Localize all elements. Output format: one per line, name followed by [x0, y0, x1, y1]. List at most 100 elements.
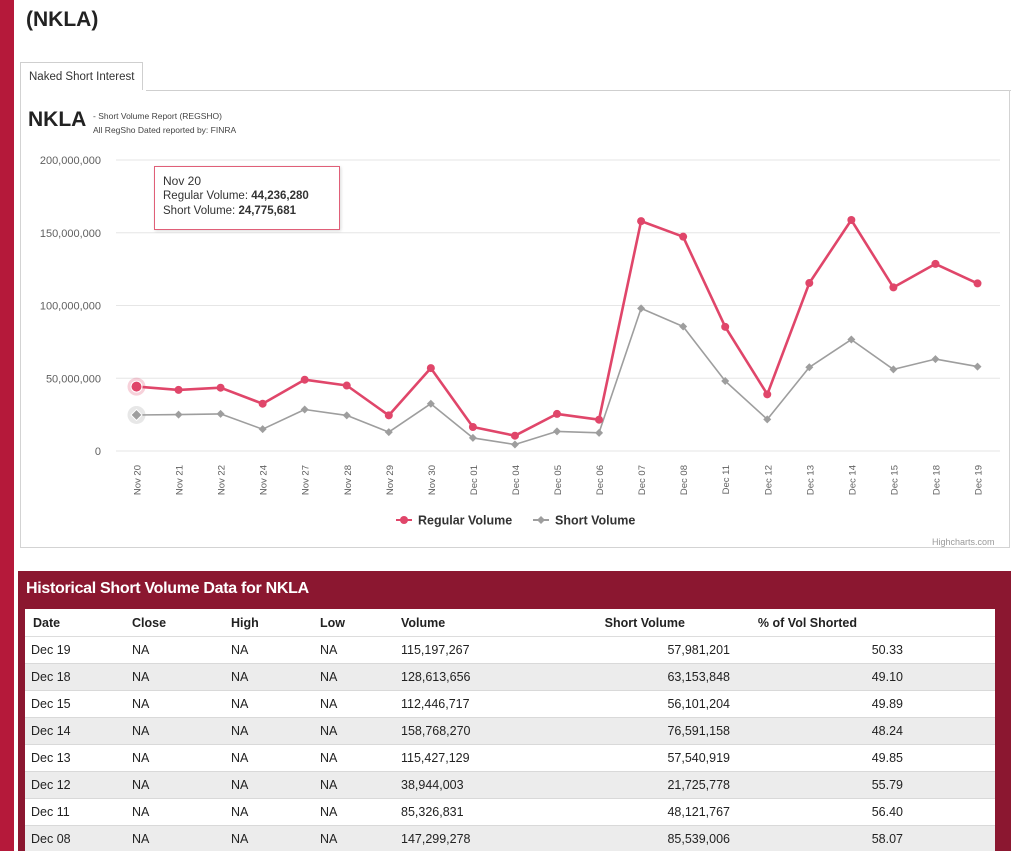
col-header-short-volume[interactable]: Short Volume [551, 609, 730, 637]
x-tick-label: Nov 27 [301, 465, 312, 495]
data-point-short-volume [216, 409, 225, 418]
cell-short-volume: 57,981,201 [551, 636, 730, 664]
data-point-short-volume [468, 433, 477, 442]
cell-high: NA [231, 798, 320, 826]
data-point-regular-volume [595, 415, 604, 424]
data-point-short-volume [847, 335, 856, 344]
data-point-short-volume [973, 362, 982, 371]
cell-volume: 128,613,656 [401, 663, 551, 691]
cell-short-volume: 48,121,767 [551, 798, 730, 826]
x-tick-label: Dec 08 [679, 465, 690, 495]
chart-symbol: NKLA [28, 108, 87, 131]
x-tick-label: Nov 29 [385, 465, 396, 495]
cell-close: NA [132, 690, 231, 718]
cell-close: NA [132, 744, 231, 772]
data-point-regular-volume [931, 259, 940, 268]
cell-high: NA [231, 744, 320, 772]
chart-source-note: All RegSho Dated reported by: FINRA [93, 125, 237, 135]
cell-volume: 38,944,003 [401, 771, 551, 799]
cell-spacer [903, 663, 995, 691]
data-point-short-volume [553, 427, 561, 436]
cell-date: Dec 18 [25, 663, 132, 691]
col-header-high[interactable]: High [231, 609, 320, 637]
series-line-short-volume [136, 307, 978, 446]
cell-close: NA [132, 771, 231, 799]
volume-line-chart: 0 50,000,000 100,000,000 150,000,000 200,000… [40, 155, 1000, 528]
cell-spacer [903, 771, 995, 799]
data-point-regular-volume [553, 409, 561, 418]
tooltip-short-row: Short Volume: 24,775,681 [163, 204, 331, 219]
data-point-short-volume [384, 428, 393, 437]
cell-pct-shorted: 50.33 [730, 636, 903, 664]
legend-marker-regular-volume [400, 516, 408, 524]
cell-pct-shorted: 58.07 [730, 825, 903, 851]
cell-close: NA [132, 636, 231, 664]
data-point-short-volume [889, 365, 898, 374]
cell-volume: 115,197,267 [401, 636, 551, 664]
legend-marker-short-volume [537, 516, 545, 524]
cell-short-volume: 21,725,778 [551, 771, 730, 799]
y-tick-label: 100,000,000 [40, 301, 101, 313]
y-tick-label: 150,000,000 [40, 228, 101, 240]
data-point-regular-volume [342, 381, 351, 390]
data-point-short-volume [763, 415, 772, 424]
data-point-short-volume [342, 411, 351, 420]
x-tick-label: Dec 01 [469, 465, 480, 495]
cell-volume: 158,768,270 [401, 717, 551, 745]
cell-spacer [903, 798, 995, 826]
x-tick-label: Dec 19 [974, 465, 985, 495]
cell-volume: 115,427,129 [401, 744, 551, 772]
data-point-short-volume [300, 405, 309, 414]
col-header-close[interactable]: Close [132, 609, 231, 637]
cell-pct-shorted: 49.89 [730, 690, 903, 718]
y-tick-label: 50,000,000 [46, 373, 101, 385]
chart-tooltip: Nov 20 Regular Volume: 44,236,280 Short … [154, 166, 340, 230]
data-point-regular-volume [426, 364, 435, 373]
data-point-regular-volume [468, 422, 477, 431]
x-tick-label: Dec 05 [553, 465, 564, 495]
col-header-pct-shorted[interactable]: % of Vol Shorted [730, 609, 903, 637]
col-header-low[interactable]: Low [320, 609, 401, 637]
col-header-date[interactable]: Date [25, 609, 132, 637]
chart-subtitle: - Short Volume Report (REGSHO) [93, 111, 222, 121]
tooltip-short-label: Short Volume: [163, 205, 239, 217]
cell-high: NA [231, 771, 320, 799]
data-point-regular-volume [637, 217, 646, 226]
cell-pct-shorted: 55.79 [730, 771, 903, 799]
tab-divider [146, 90, 1011, 91]
cell-short-volume: 63,153,848 [551, 663, 730, 691]
data-point-regular-volume [258, 399, 267, 408]
chart-credit-link[interactable]: Highcharts.com [932, 537, 995, 547]
table-row: Dec 15 NA NA NA 112,446,717 56,101,204 4… [25, 690, 995, 718]
cell-high: NA [231, 825, 320, 851]
data-point-short-volume [130, 408, 143, 422]
x-tick-label: Dec 06 [595, 465, 606, 495]
cell-low: NA [320, 636, 401, 664]
cell-low: NA [320, 663, 401, 691]
data-point-regular-volume [384, 411, 393, 420]
chart-panel [20, 90, 1010, 548]
x-tick-label: Dec 04 [511, 465, 522, 495]
data-point-regular-volume [889, 283, 898, 292]
data-point-regular-volume [679, 232, 688, 241]
cell-short-volume: 57,540,919 [551, 744, 730, 772]
data-point-short-volume [931, 355, 940, 364]
cell-date: Dec 19 [25, 636, 132, 664]
data-point-regular-volume [847, 215, 856, 224]
legend-label[interactable]: Short Volume [555, 514, 635, 528]
y-tick-label: 0 [95, 446, 101, 458]
cell-low: NA [320, 825, 401, 851]
cell-spacer [903, 825, 995, 851]
x-tick-label: Dec 13 [805, 465, 816, 495]
col-header-volume[interactable]: Volume [401, 609, 551, 637]
x-tick-label: Dec 12 [763, 465, 774, 495]
page-title: (NKLA) [26, 8, 99, 31]
cell-short-volume: 76,591,158 [551, 717, 730, 745]
col-header-spacer [903, 609, 995, 637]
historical-table-wrap: Date Close High Low Volume Short Volume … [25, 609, 995, 851]
cell-close: NA [132, 825, 231, 851]
tab-naked-short-interest[interactable]: Naked Short Interest [20, 62, 144, 90]
cell-short-volume: 56,101,204 [551, 690, 730, 718]
table-row: Dec 08 NA NA NA 147,299,278 85,539,006 5… [25, 825, 995, 851]
legend-label[interactable]: Regular Volume [418, 514, 512, 528]
